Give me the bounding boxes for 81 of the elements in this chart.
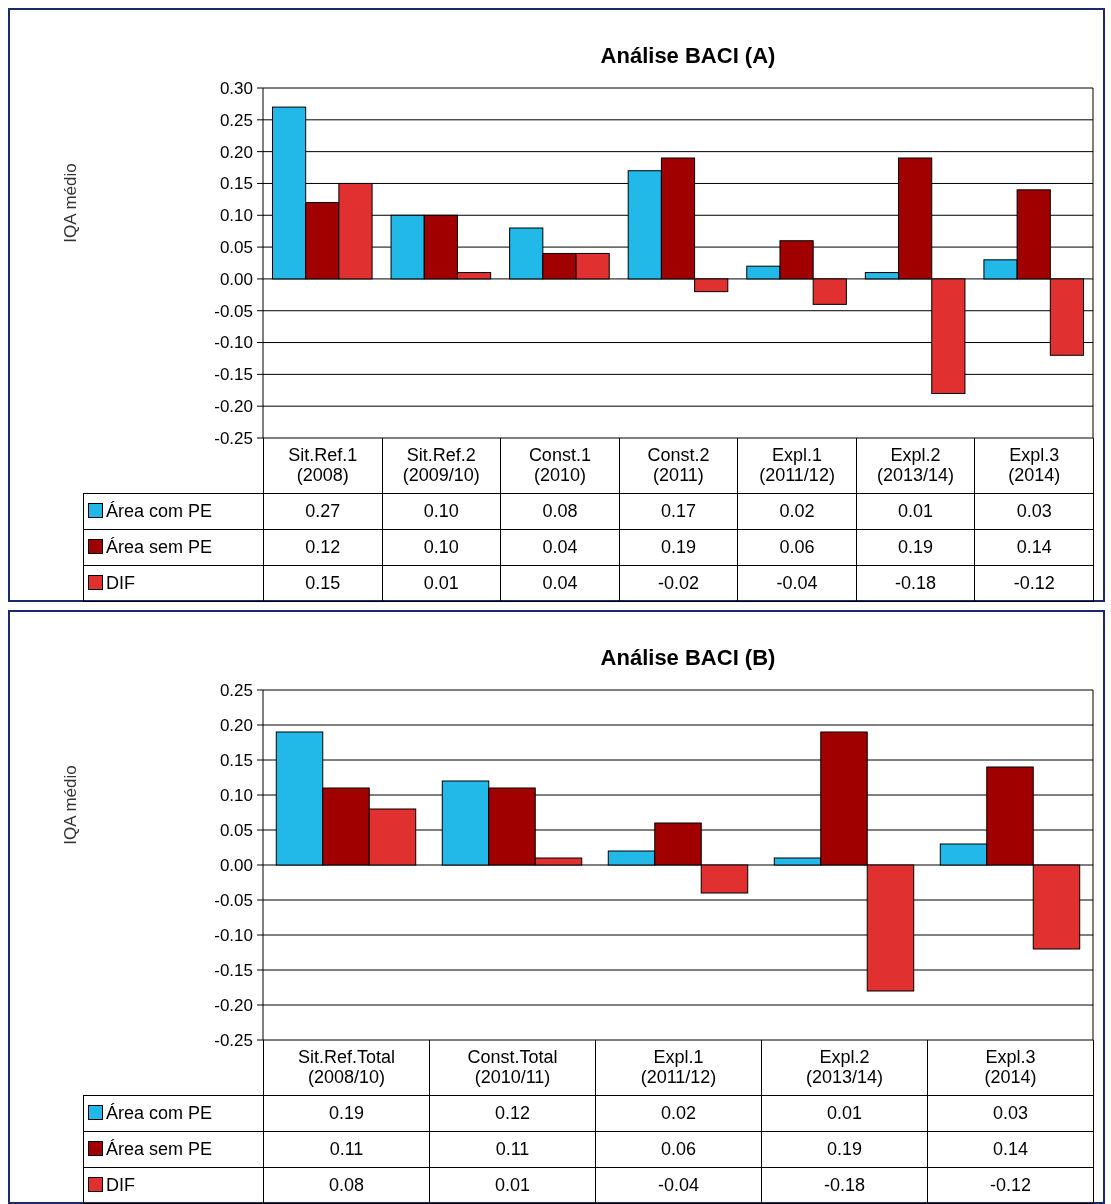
y-tick-label: 0.05	[219, 238, 253, 258]
x-tick-label: Expl.1 (2011/12)	[639, 1047, 718, 1088]
data-label: 0.02	[595, 1095, 762, 1131]
chart-title: Análise BACI (A)	[600, 43, 776, 68]
y-tick-label: -0.10	[214, 925, 253, 945]
chart-title: Análise BACI (B)	[600, 645, 776, 670]
legend-label: Área com PE	[83, 1095, 264, 1131]
y-tick-label: -0.05	[214, 301, 253, 321]
y-tick-label: 0.00	[219, 269, 253, 289]
x-tick-label: Expl.1 (2011/12)	[758, 445, 836, 486]
legend-label: Área sem PE	[83, 529, 264, 565]
data-label: 0.14	[974, 529, 1094, 565]
data-label: 0.02	[737, 493, 857, 529]
data-label: 0.08	[263, 1167, 430, 1203]
y-axis-title: IQA médio	[61, 765, 80, 845]
data-label: 0.12	[263, 529, 383, 565]
data-label: -0.18	[761, 1167, 928, 1203]
data-label: -0.12	[927, 1167, 1094, 1203]
x-tick-label: Sit.Ref.2 (2009/10)	[401, 445, 481, 486]
y-tick-label: 0.25	[219, 680, 253, 700]
y-tick-label: 0.20	[219, 715, 253, 735]
y-tick-label: 0.15	[219, 174, 253, 194]
legend-label: Área com PE	[83, 493, 264, 529]
y-tick-label: -0.20	[214, 995, 253, 1015]
data-label: 0.19	[856, 529, 975, 565]
y-tick-label: 0.20	[219, 142, 253, 162]
data-label: 0.08	[500, 493, 620, 529]
data-label: 0.04	[500, 565, 620, 601]
y-tick-label: -0.20	[214, 397, 253, 417]
y-axis-title: IQA médio	[61, 163, 80, 243]
x-tick-label: Sit.Ref.1 (2008)	[287, 445, 359, 486]
data-label: 0.10	[382, 529, 501, 565]
y-tick-label: 0.30	[219, 78, 253, 98]
data-label: 0.06	[595, 1131, 762, 1167]
y-tick-label: 0.05	[219, 820, 253, 840]
legend-label: Área sem PE	[83, 1131, 264, 1167]
y-tick-label: -0.25	[214, 428, 253, 448]
data-label: 0.19	[761, 1131, 928, 1167]
legend-label: DIF	[83, 565, 264, 601]
y-tick-label: -0.05	[214, 890, 253, 910]
x-tick-label: Expl.3 (2014)	[1007, 445, 1062, 486]
legend-label: DIF	[83, 1167, 264, 1203]
data-label: 0.03	[927, 1095, 1094, 1131]
data-label: 0.01	[761, 1095, 928, 1131]
y-tick-label: -0.15	[214, 960, 253, 980]
data-label: 0.15	[263, 565, 383, 601]
data-label: 0.06	[737, 529, 857, 565]
data-label: 0.17	[619, 493, 738, 529]
data-label: 0.19	[619, 529, 738, 565]
x-tick-label: Const.1 (2010)	[527, 445, 592, 486]
x-tick-label: Expl.2 (2013/14)	[804, 1047, 885, 1088]
y-tick-label: -0.15	[214, 365, 253, 385]
y-tick-label: 0.25	[219, 110, 253, 130]
data-label: 0.14	[927, 1131, 1094, 1167]
data-label: -0.04	[737, 565, 857, 601]
y-tick-label: -0.10	[214, 333, 253, 353]
y-tick-label: -0.25	[214, 1030, 253, 1050]
data-label: 0.01	[429, 1167, 596, 1203]
x-tick-label: Const.Total (2010/11)	[466, 1047, 559, 1088]
data-label: 0.04	[500, 529, 620, 565]
x-tick-label: Expl.2 (2013/14)	[876, 445, 956, 486]
y-tick-label: 0.10	[219, 206, 253, 226]
data-label: 0.01	[382, 565, 501, 601]
data-label: 0.03	[974, 493, 1094, 529]
data-label: -0.04	[595, 1167, 762, 1203]
x-tick-label: Const.2 (2011)	[646, 445, 711, 486]
data-label: 0.19	[263, 1095, 430, 1131]
data-label: 0.12	[429, 1095, 596, 1131]
data-label: 0.11	[429, 1131, 596, 1167]
data-label: 0.27	[263, 493, 383, 529]
data-label: 0.11	[263, 1131, 430, 1167]
y-tick-label: 0.00	[219, 855, 253, 875]
data-label: -0.12	[974, 565, 1094, 601]
y-tick-label: 0.15	[219, 750, 253, 770]
x-tick-label: Expl.3 (2014)	[983, 1047, 1038, 1088]
data-label: 0.01	[856, 493, 975, 529]
data-label: -0.02	[619, 565, 738, 601]
data-label: 0.10	[382, 493, 501, 529]
x-tick-label: Sit.Ref.Total (2008/10)	[296, 1047, 396, 1088]
y-tick-label: 0.10	[219, 785, 253, 805]
data-label: -0.18	[856, 565, 975, 601]
